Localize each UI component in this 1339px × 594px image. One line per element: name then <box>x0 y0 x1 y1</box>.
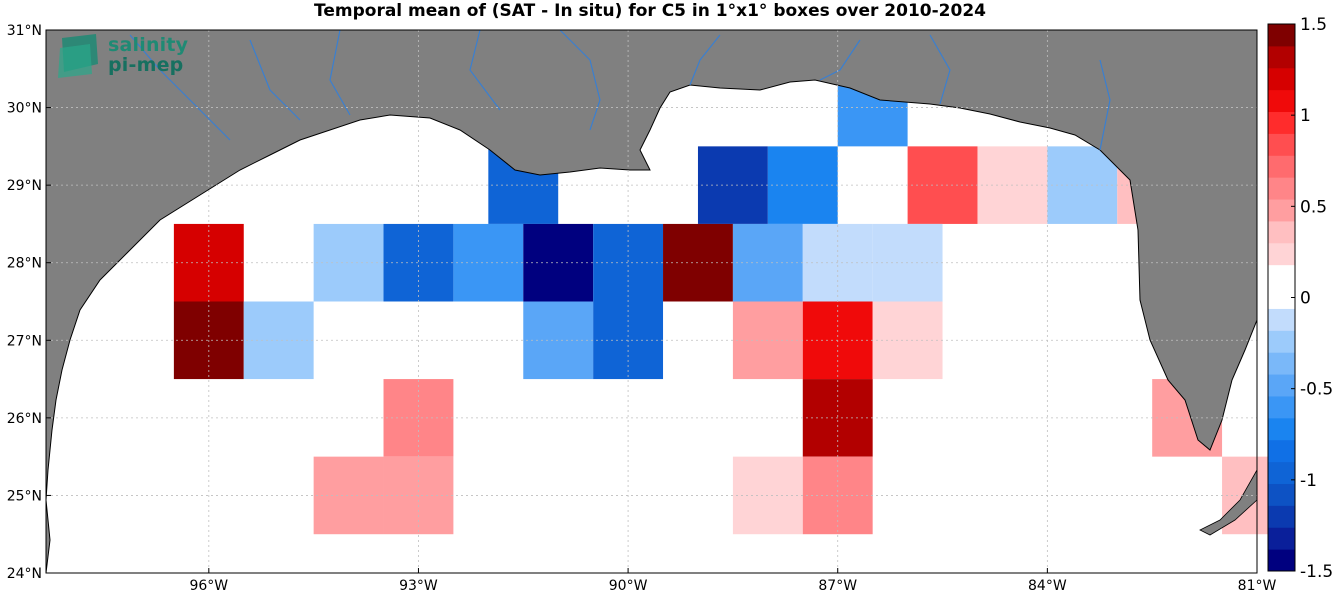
logo-text-line2: pi-mep <box>108 54 184 76</box>
river <box>249 39 301 121</box>
river <box>329 29 351 116</box>
colorbar-swatch <box>1268 264 1295 288</box>
river <box>559 29 601 131</box>
colorbar-swatch <box>1268 549 1295 572</box>
logo-mark-icon <box>58 34 98 78</box>
data-cell <box>243 301 314 380</box>
colorbar-swatch <box>1268 177 1295 200</box>
longitude-tick-label: 90°W <box>609 578 648 594</box>
latitude-tick-label: 27°N <box>7 333 42 349</box>
river <box>129 34 231 141</box>
florida-keys-land <box>1199 468 1258 536</box>
latitude-tick-label: 24°N <box>7 566 42 582</box>
longitude-tick-label: 93°W <box>399 578 438 594</box>
latitude-labels: 31°N 30°N 29°N 28°N 27°N 26°N 25°N 24°N <box>7 23 42 582</box>
colorbar-swatch <box>1268 461 1295 484</box>
colorbar-swatch <box>1268 133 1295 156</box>
colorbar-swatch <box>1268 374 1295 397</box>
longitude-tick-label: 87°W <box>818 578 857 594</box>
colorbar-tick-label: -1 <box>1300 471 1317 491</box>
colorbar-tick-label: 0.5 <box>1300 197 1327 217</box>
colorbar-swatch <box>1268 352 1295 375</box>
longitude-labels: 96°W 93°W 90°W 87°W 84°W 81°W <box>189 578 1276 594</box>
latitude-tick-label: 29°N <box>7 178 42 194</box>
colorbar-labels: 1.5 1 0.5 0 -0.5 -1 -1.5 <box>1291 15 1333 582</box>
colorbar-tick-label: 0 <box>1300 289 1311 309</box>
latitude-tick-label: 31°N <box>7 23 42 39</box>
latitude-tick-label: 25°N <box>7 488 42 504</box>
data-cell <box>313 223 384 302</box>
colorbar-swatch <box>1268 395 1295 419</box>
colorbar-swatch <box>1268 483 1295 506</box>
logo-text-line1: salinity <box>108 34 189 56</box>
colorbar-swatch <box>1268 330 1295 353</box>
map-frame <box>45 29 1258 574</box>
colorbar-swatch <box>1268 155 1295 178</box>
colorbar-swatch <box>1268 89 1295 113</box>
latitude-tick-label: 26°N <box>7 411 42 427</box>
colorbar-swatch <box>1268 24 1295 47</box>
colorbar-tick-label: -0.5 <box>1300 380 1333 400</box>
longitude-tick-label: 96°W <box>189 578 228 594</box>
salinity-pi-mep-logo: salinity pi-mep <box>56 34 196 80</box>
longitude-tick-label: 81°W <box>1238 578 1277 594</box>
colorbar-swatch <box>1268 111 1295 134</box>
latitude-tick-label: 30°N <box>7 101 42 117</box>
colorbar-swatch <box>1268 439 1295 463</box>
colorbar-swatch <box>1268 45 1295 69</box>
latitude-tick-label: 28°N <box>7 256 42 272</box>
river <box>929 34 951 105</box>
colorbar-swatch <box>1268 67 1295 91</box>
river <box>819 39 861 81</box>
colorbar-swatch <box>1268 220 1295 244</box>
colorbar-swatch <box>1268 286 1295 309</box>
river <box>469 29 501 111</box>
rivers-layer <box>129 29 1111 151</box>
colorbar-swatch <box>1268 308 1295 331</box>
data-cell <box>313 456 384 535</box>
colorbar-swatch <box>1268 527 1295 550</box>
colorbar <box>1267 23 1296 572</box>
longitude-tick-label: 84°W <box>1028 578 1067 594</box>
river <box>1099 59 1111 151</box>
colorbar-tick-label: -1.5 <box>1300 562 1333 582</box>
colorbar-swatch <box>1268 505 1295 528</box>
plot-title: Temporal mean of (SAT - In situ) for C5 … <box>314 1 986 21</box>
colorbar-swatch <box>1268 199 1295 222</box>
colorbar-swatch <box>1268 417 1295 441</box>
river <box>689 34 721 86</box>
colorbar-tick-label: 1.5 <box>1300 15 1327 35</box>
colorbar-swatch <box>1268 242 1295 266</box>
colorbar-tick-label: 1 <box>1300 106 1311 126</box>
